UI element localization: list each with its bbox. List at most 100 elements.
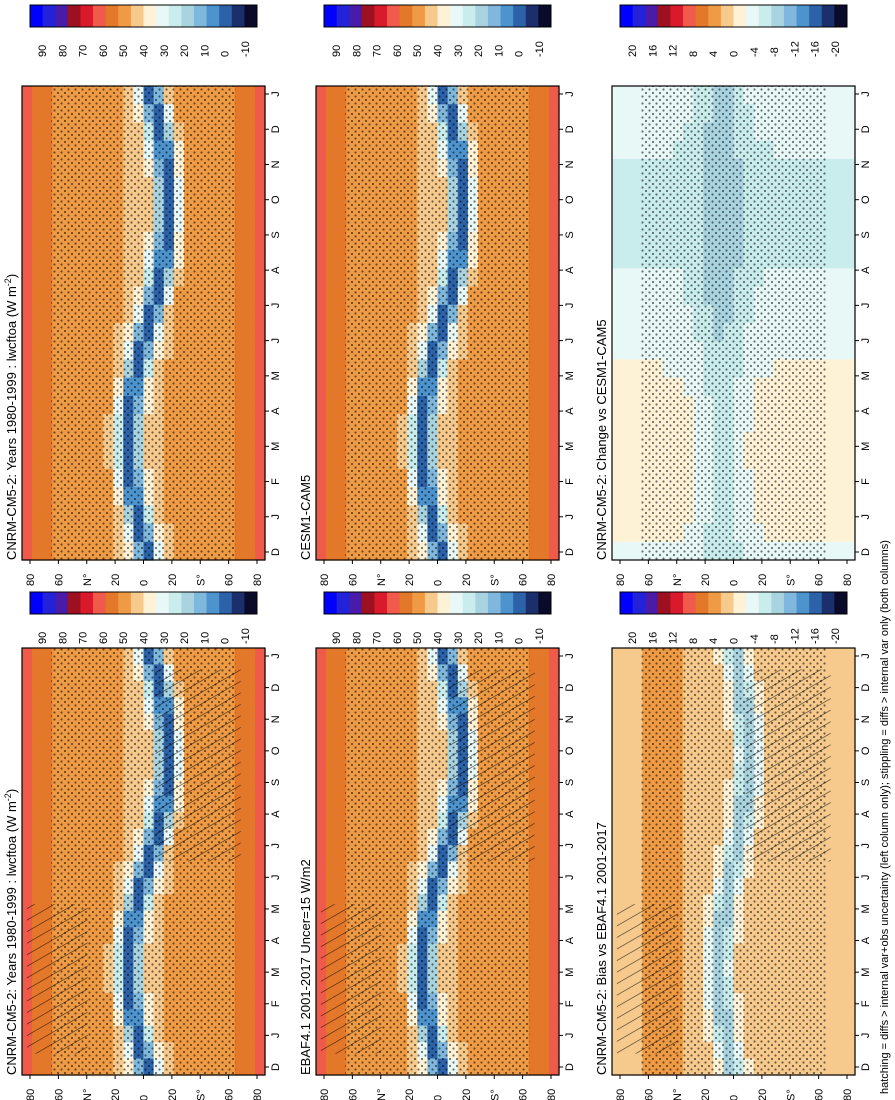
heatmap-cell — [824, 943, 836, 961]
heatmap-cell — [326, 158, 337, 178]
heatmap-cell — [844, 1025, 856, 1043]
lat-tick-label: 80 — [546, 574, 558, 586]
month-tick-label: J — [270, 303, 282, 309]
heatmap-cell — [548, 523, 560, 543]
heatmap-cell — [538, 713, 550, 731]
colorbar-label: 40 — [139, 632, 151, 644]
heatmap-cell — [548, 359, 560, 379]
heatmap-cell — [254, 487, 266, 506]
heatmap-cell — [32, 104, 43, 124]
heatmap-cell — [22, 359, 33, 379]
heatmap-cell — [42, 304, 53, 324]
month-tick-label: A — [564, 407, 576, 415]
heatmap-cell — [824, 395, 836, 415]
heatmap-cell — [612, 359, 623, 379]
heatmap-cell — [824, 250, 836, 269]
heatmap-cell — [316, 1058, 327, 1076]
heatmap-cell — [336, 104, 347, 124]
lat-tick-label: 20 — [700, 574, 712, 586]
heatmap-cell — [326, 664, 337, 682]
month-tick-label: D — [564, 125, 576, 133]
colorbar-swatch — [80, 592, 94, 614]
heatmap-cell — [326, 541, 337, 561]
lat-tick-label: 0 — [139, 580, 151, 586]
heatmap-cell — [824, 505, 836, 525]
heatmap-cell — [834, 861, 846, 879]
heatmap-cell — [844, 894, 856, 912]
heatmap-cell — [22, 779, 33, 797]
lat-tick-label: 60 — [518, 574, 530, 586]
colorbar-swatch — [374, 592, 388, 614]
heatmap-cell — [32, 680, 43, 698]
colorbar-label: 10 — [493, 632, 505, 644]
month-tick-label: N — [564, 160, 576, 168]
heatmap-cell — [336, 894, 347, 912]
heatmap-cell — [622, 395, 633, 415]
heatmap-cell — [326, 377, 337, 397]
heatmap-cell — [612, 541, 623, 561]
colorbar-swatch — [206, 592, 220, 614]
heatmap-cell — [528, 286, 540, 306]
heatmap-cell — [336, 286, 347, 306]
heatmap-cell — [316, 341, 327, 361]
heatmap-cell — [336, 414, 347, 433]
heatmap-cell — [632, 828, 643, 846]
heatmap-cell — [538, 523, 550, 543]
lat-tick-label: 80 — [615, 1089, 627, 1100]
heatmap-cell — [824, 1009, 836, 1027]
heatmap-cell — [254, 359, 266, 379]
heatmap-cell — [22, 1058, 33, 1076]
colorbar-swatch — [324, 5, 338, 27]
heatmap-cell — [22, 250, 33, 269]
heatmap-cell — [326, 195, 337, 215]
heatmap-cell — [548, 664, 560, 682]
month-tick-label: N — [270, 715, 282, 723]
heatmap-cell — [824, 910, 836, 928]
heatmap-cell — [844, 213, 856, 233]
heatmap-cell — [32, 304, 43, 324]
heatmap-cell — [844, 487, 856, 506]
colorbar-label: 80 — [351, 632, 363, 644]
heatmap-cell — [548, 104, 560, 124]
month-tick-label: S — [270, 231, 282, 238]
colorbar-label: -12 — [789, 628, 801, 644]
heatmap-cell — [336, 680, 347, 698]
lat-tick-label: S° — [489, 1089, 501, 1100]
heatmap-cell — [528, 395, 540, 415]
heatmap-cell — [632, 713, 643, 731]
month-tick-label: N — [860, 715, 872, 723]
heatmap-cell — [622, 323, 633, 342]
heatmap-cell — [548, 432, 560, 452]
heatmap-cell — [42, 177, 53, 196]
heatmap-cell — [234, 432, 246, 452]
heatmap-cell — [834, 395, 846, 415]
heatmap-cell — [234, 1025, 246, 1043]
heatmap-cell — [612, 861, 623, 879]
heatmap-cell — [528, 86, 540, 105]
lat-tick-label: S° — [785, 574, 797, 586]
colorbar-swatch — [487, 5, 501, 27]
heatmap-cell — [32, 845, 43, 863]
heatmap-cell — [316, 195, 327, 215]
month-tick-label: O — [564, 746, 576, 755]
heatmap-cell — [316, 395, 327, 415]
heatmap-cell — [244, 195, 256, 215]
month-tick-label: J — [270, 653, 282, 659]
heatmap-cell — [42, 468, 53, 488]
colorbar-swatch — [538, 592, 552, 614]
heatmap-cell — [316, 450, 327, 470]
heatmap-cell — [336, 730, 347, 748]
colorbar-swatch — [399, 5, 413, 27]
colorbar-frame — [29, 591, 258, 615]
heatmap-cell — [42, 286, 53, 306]
heatmap-cell — [834, 943, 846, 961]
colorbar-label: -16 — [810, 628, 822, 644]
heatmap-cell — [32, 648, 43, 666]
heatmap-cell — [22, 304, 33, 324]
month-tick-label: J — [860, 1033, 872, 1039]
heatmap-cell — [834, 505, 846, 525]
heatmap-cell — [244, 158, 256, 178]
heatmap-cell — [622, 795, 633, 813]
heatmap-cell — [244, 86, 256, 105]
colorbar-swatch — [809, 592, 823, 614]
